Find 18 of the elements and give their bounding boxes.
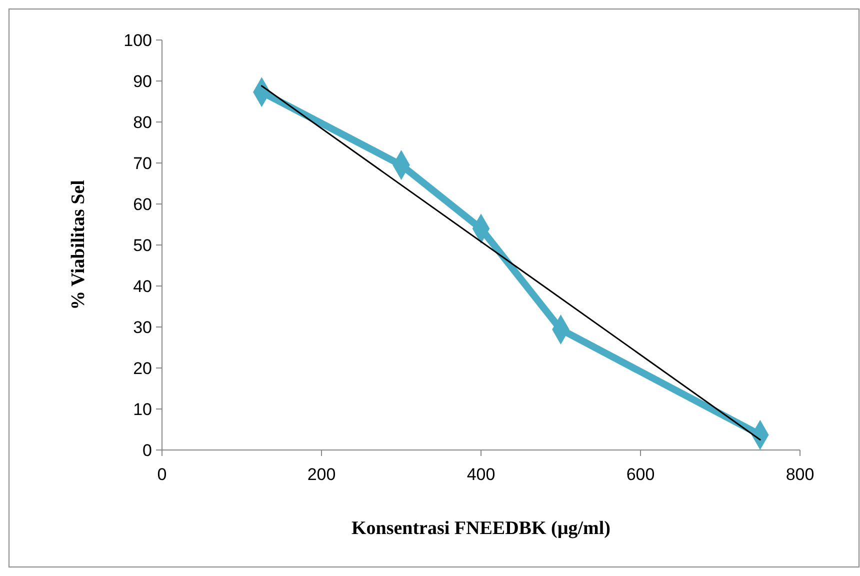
y-tick-label: 40 [133,276,152,296]
y-tick-label: 10 [133,400,152,419]
y-tick-label: 0 [142,440,152,460]
x-tick-label: 400 [466,465,496,484]
y-tick-label: 90 [133,72,152,91]
y-tick-label: 50 [133,236,152,255]
y-tick-label: 30 [133,318,152,337]
x-axis-title: Konsentrasi FNEEDBK (µg/ml) [351,518,611,539]
y-tick-label: 70 [133,154,152,173]
y-tick-label: 100 [124,30,152,50]
y-axis-title: % Viabilitas Sel [68,180,89,310]
x-tick-label: 800 [786,465,814,484]
y-tick-label: 80 [133,112,152,132]
x-tick-label: 600 [626,465,655,484]
y-tick-label: 20 [133,358,152,378]
y-tick-label: 60 [133,194,152,214]
x-tick-label: 0 [157,465,167,484]
x-tick-label: 200 [307,465,336,484]
